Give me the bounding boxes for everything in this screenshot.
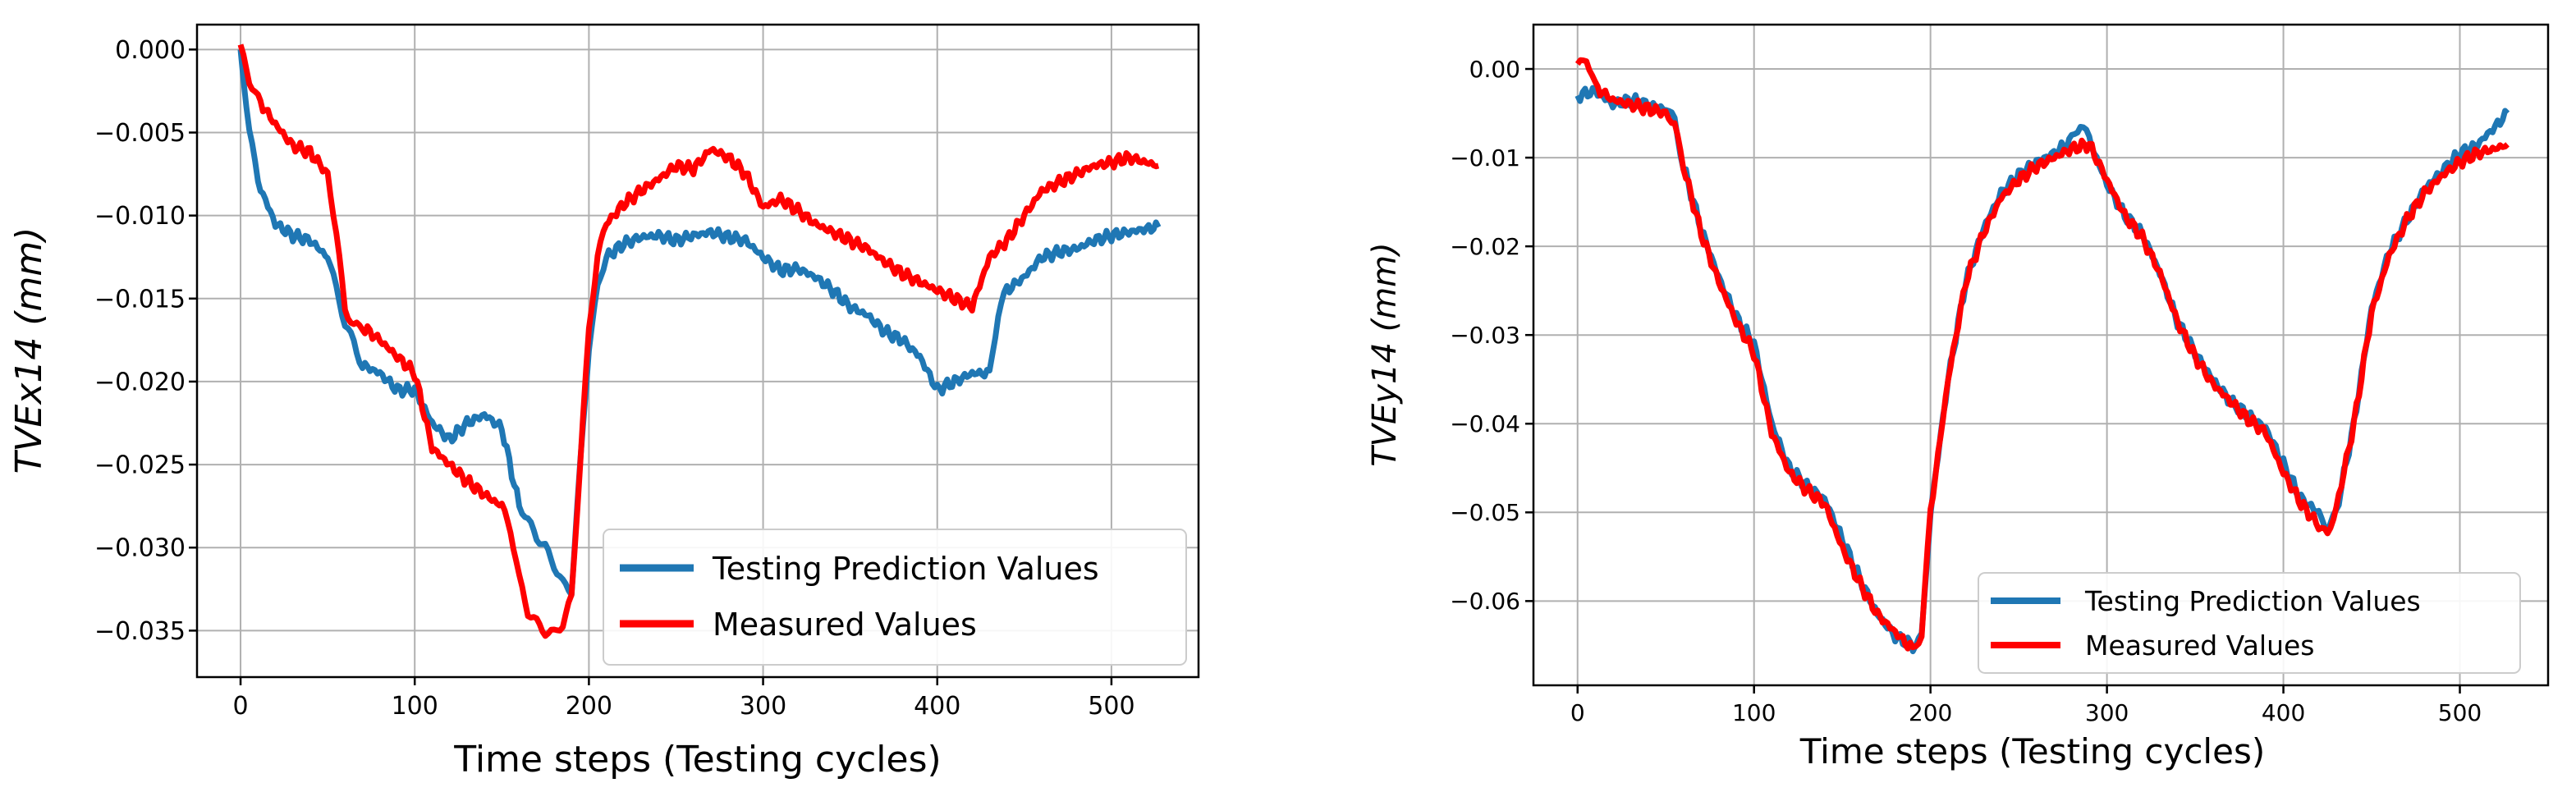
chart-tvex14: 0 100 200 300 400 500 0.000 −0.005 −0.010 −0.015… xyxy=(8,23,1200,781)
y-tick-label: −0.04 xyxy=(1450,410,1520,437)
x-tick-label: 200 xyxy=(566,692,612,721)
legend: Testing Prediction Values Measured Value… xyxy=(603,529,1187,666)
x-tick-label: 500 xyxy=(1088,692,1134,721)
y-axis-label-prefix: TVEx14 xyxy=(8,326,50,474)
prediction-values-line xyxy=(237,48,1162,598)
y-tick-label: 0.000 xyxy=(115,36,186,65)
chart-tvey14: 0 100 200 300 400 500 0.00 −0.01 −0.02 −0.03 −0.0… xyxy=(1366,23,2550,771)
x-tick-label: 200 xyxy=(1909,699,1952,726)
series-lines xyxy=(237,43,1162,639)
x-axis-ticks: 0 100 200 300 400 500 xyxy=(1570,685,2482,726)
y-tick-label: −0.020 xyxy=(94,368,186,396)
x-axis-label: Time steps (Testing cycles) xyxy=(453,739,941,781)
x-tick-label: 0 xyxy=(232,692,248,721)
y-axis-label-prefix: TVEy14 xyxy=(1366,332,1404,466)
x-tick-label: 300 xyxy=(740,692,786,721)
y-axis-label-unit: (mm) xyxy=(1366,242,1404,332)
x-tick-label: 100 xyxy=(392,692,438,721)
legend-box xyxy=(603,529,1187,666)
series-lines xyxy=(1574,57,2510,655)
y-tick-label: −0.02 xyxy=(1450,233,1520,260)
legend-prediction-label: Testing Prediction Values xyxy=(712,551,1099,587)
x-tick-label: 400 xyxy=(2262,699,2305,726)
y-axis-label-unit: (mm) xyxy=(8,227,50,326)
x-axis-label: Time steps (Testing cycles) xyxy=(1799,731,2265,771)
x-tick-label: 100 xyxy=(1732,699,1776,726)
y-tick-label: −0.03 xyxy=(1450,322,1520,349)
x-tick-label: 500 xyxy=(2438,699,2482,726)
x-tick-label: 0 xyxy=(1570,699,1585,726)
y-tick-label: −0.010 xyxy=(94,202,186,231)
y-axis-ticks: 0.00 −0.01 −0.02 −0.03 −0.04 −0.05 −0.06 xyxy=(1450,56,1533,615)
legend-measured-label: Measured Values xyxy=(713,607,977,643)
axes-frame xyxy=(1532,23,2550,687)
x-axis-ticks: 0 100 200 300 400 500 xyxy=(232,677,1135,721)
x-tick-label: 400 xyxy=(914,692,960,721)
measured-values-line xyxy=(1574,57,2510,652)
y-tick-label: −0.05 xyxy=(1450,499,1520,526)
y-tick-label: −0.01 xyxy=(1450,144,1520,172)
y-axis-label: TVEx14 (mm) xyxy=(8,227,50,474)
x-tick-label: 300 xyxy=(2085,699,2129,726)
legend-box xyxy=(1978,572,2521,674)
y-axis-ticks: 0.000 −0.005 −0.010 −0.015 −0.020 −0.025 −0.03… xyxy=(94,36,197,646)
y-tick-label: −0.06 xyxy=(1450,588,1520,615)
y-tick-label: 0.00 xyxy=(1469,56,1520,83)
axes-frame xyxy=(195,23,1200,679)
y-tick-label: −0.015 xyxy=(94,285,186,314)
y-tick-label: −0.005 xyxy=(94,119,186,148)
measured-values-line xyxy=(237,43,1160,639)
y-tick-label: −0.025 xyxy=(94,451,186,480)
legend-measured-label: Measured Values xyxy=(2085,629,2315,662)
y-tick-label: −0.035 xyxy=(94,617,186,646)
y-tick-label: −0.030 xyxy=(94,534,186,563)
y-axis-label: TVEy14 (mm) xyxy=(1366,242,1404,467)
legend: Testing Prediction Values Measured Value… xyxy=(1978,572,2521,674)
legend-prediction-label: Testing Prediction Values xyxy=(2084,585,2421,617)
